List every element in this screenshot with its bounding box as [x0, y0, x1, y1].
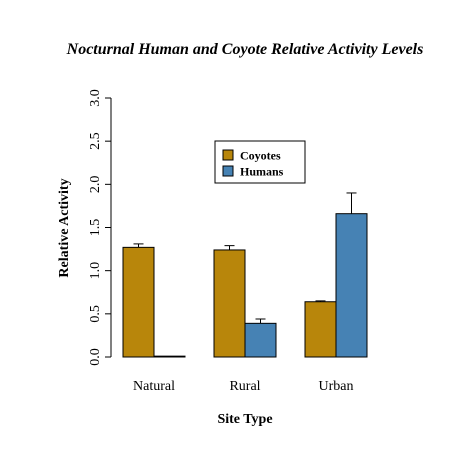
x-tick-label-natural: Natural — [133, 379, 175, 394]
x-tick-label-urban: Urban — [319, 379, 354, 394]
y-tick-label-4: 2.0 — [88, 176, 103, 194]
legend-swatch-coyotes — [222, 149, 234, 161]
bar-coyotes-urban — [304, 301, 337, 358]
y-tick-label-2: 1.0 — [88, 262, 103, 280]
bar-coyotes-natural — [122, 246, 155, 358]
y-axis-title: Relative Activity — [57, 178, 72, 277]
bar-humans-urban — [335, 213, 368, 358]
y-tick-label-5: 2.5 — [88, 132, 103, 150]
bar-humans-rural — [244, 322, 277, 358]
y-tick-label-1: 0.5 — [88, 305, 103, 323]
legend-swatch-humans — [222, 165, 234, 177]
bar-humans-natural — [153, 355, 186, 358]
bar-coyotes-rural — [213, 249, 246, 358]
legend-label-humans: Humans — [240, 165, 284, 179]
y-tick-label-6: 3.0 — [88, 89, 103, 107]
legend-label-coyotes: Coyotes — [240, 149, 281, 163]
x-axis-labels: Natural Rural Urban — [133, 379, 353, 394]
bars — [122, 192, 368, 358]
legend: Coyotes Humans — [214, 140, 306, 184]
y-tick-label-0: 0.0 — [88, 348, 103, 366]
chart-title: Nocturnal Human and Coyote Relative Acti… — [66, 41, 424, 58]
y-axis-ticks: 0.0 0.5 1.0 1.5 2.0 2.5 3.0 — [88, 89, 111, 366]
x-axis-title: Site Type — [217, 412, 272, 427]
x-tick-label-rural: Rural — [229, 379, 260, 394]
y-tick-label-3: 1.5 — [88, 219, 103, 237]
